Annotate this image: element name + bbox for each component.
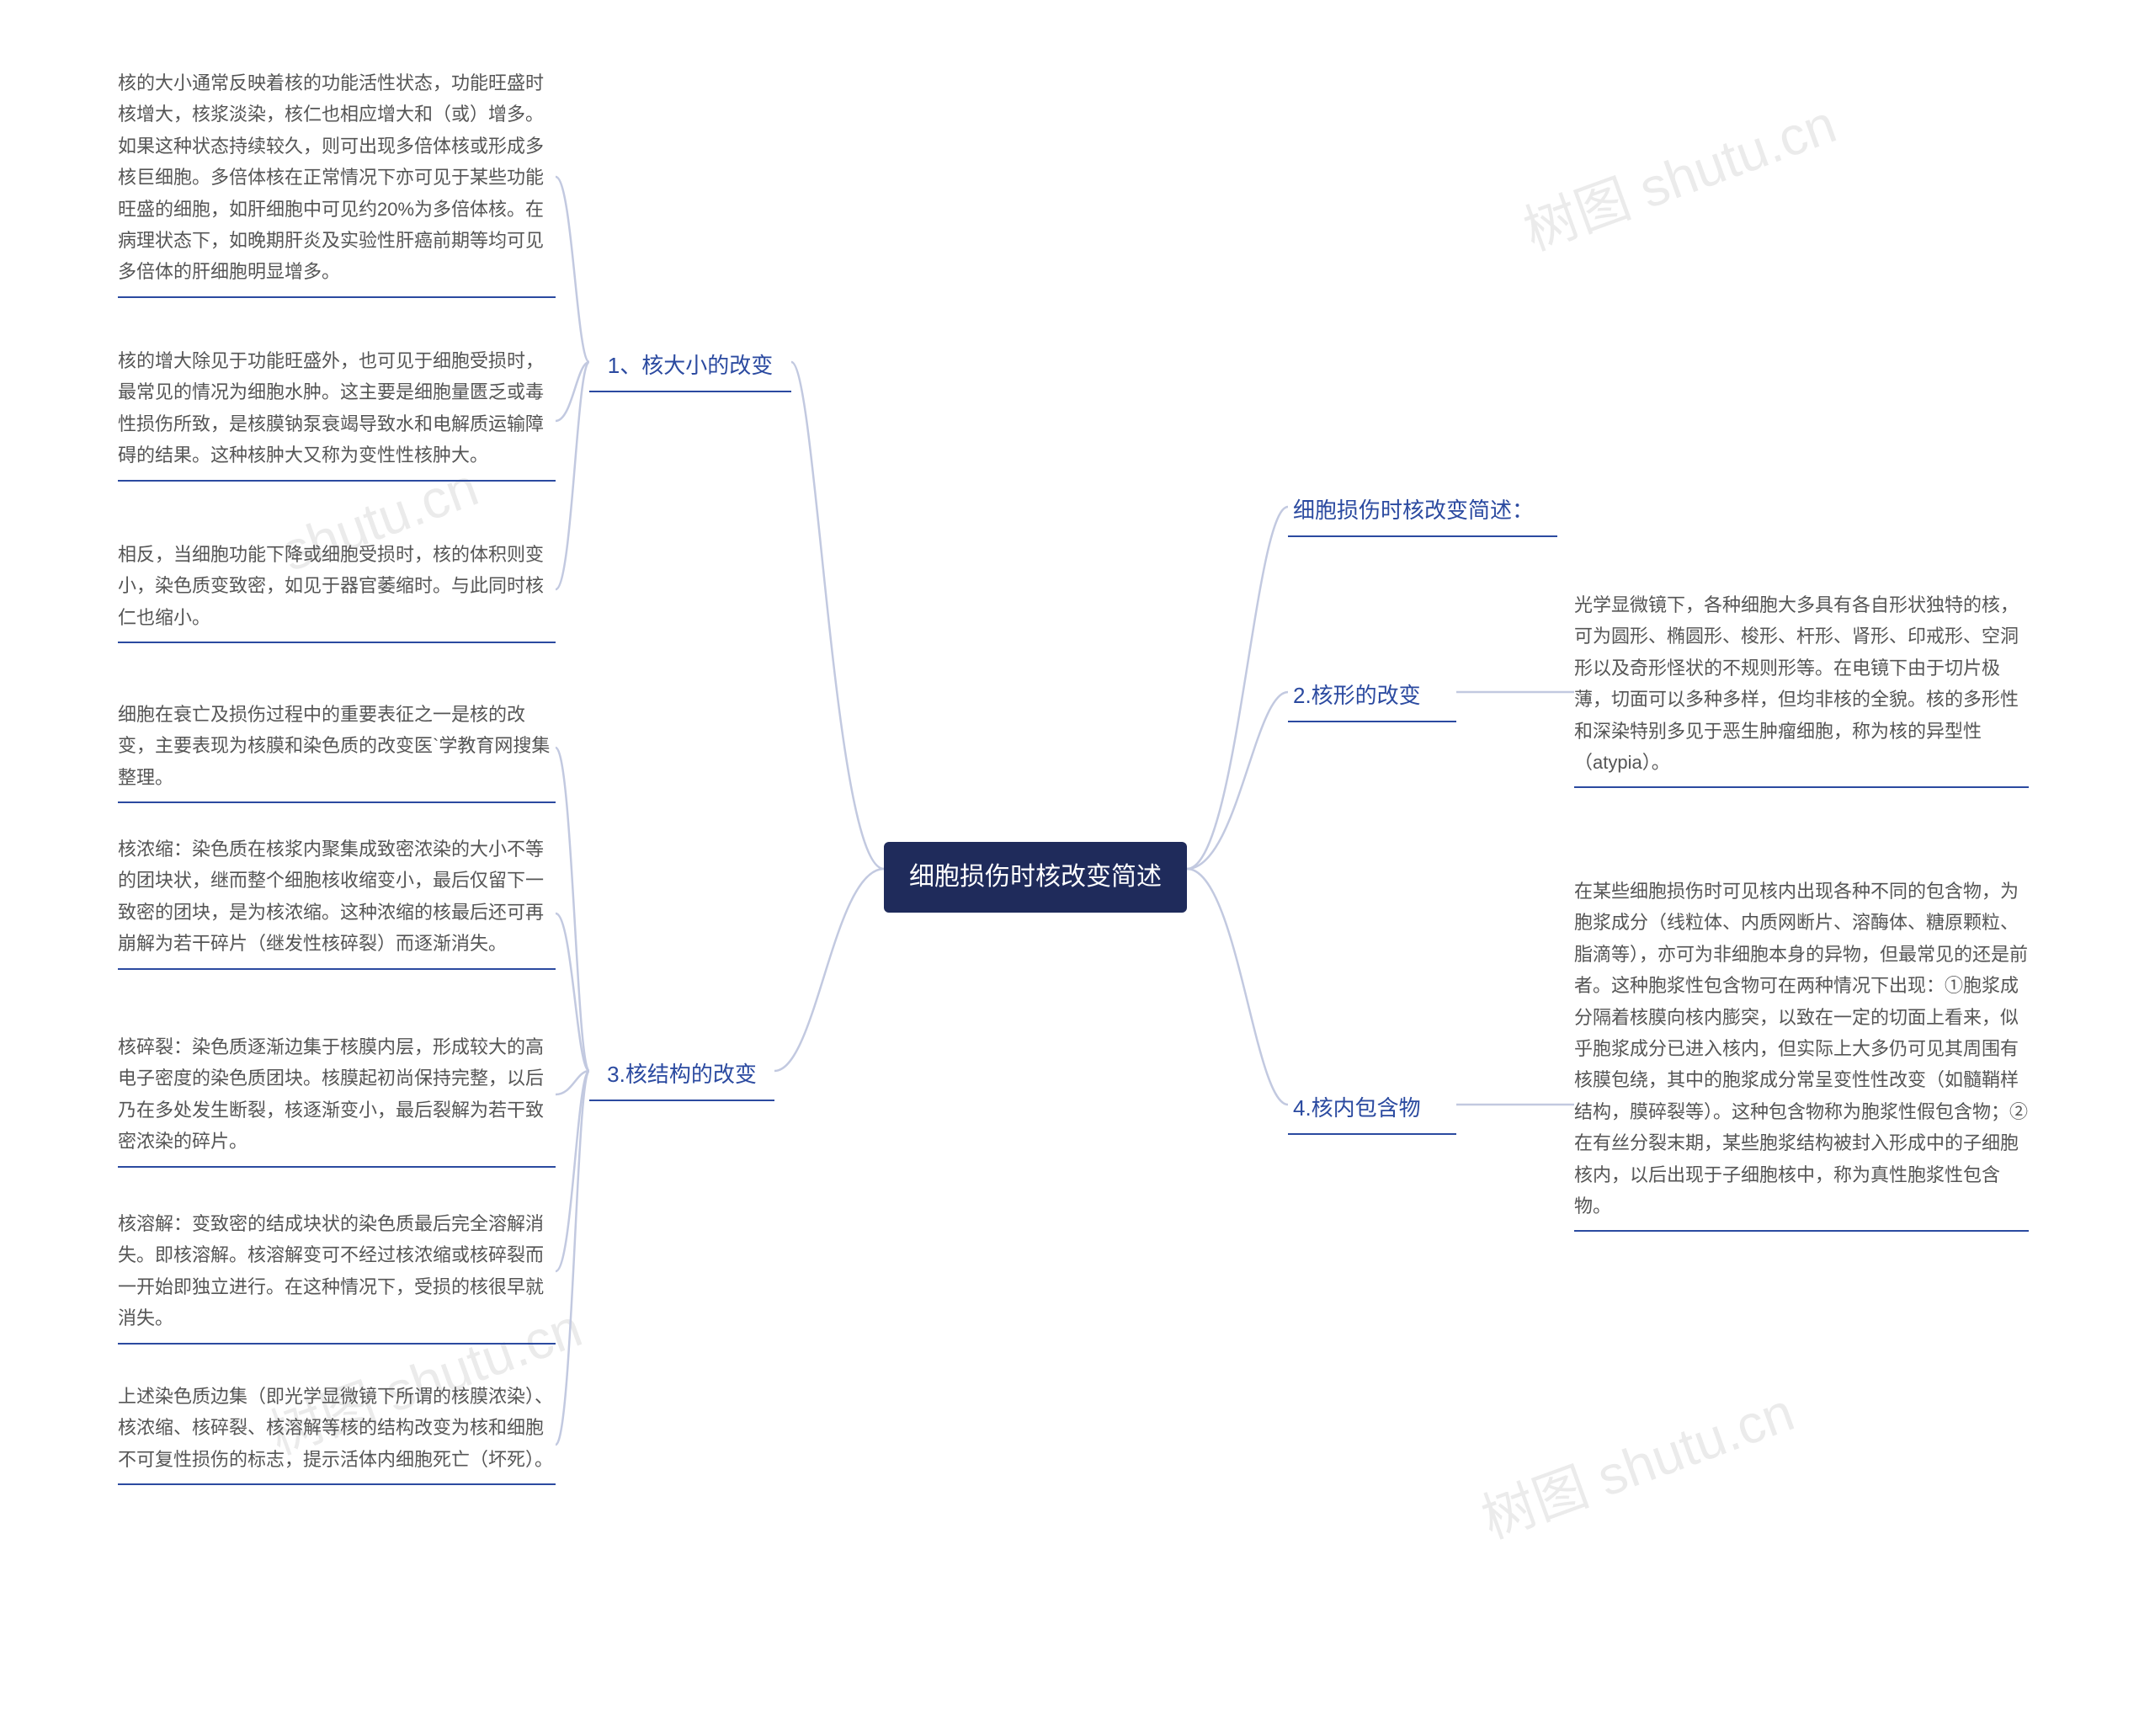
leaf-b3-4: 上述染色质边集（即光学显微镜下所谓的核膜浓染）、核浓缩、核碎裂、核溶解等核的结构… [118, 1381, 556, 1485]
leaf-b3-2: 核碎裂：染色质逐渐边集于核膜内层，形成较大的高电子密度的染色质团块。核膜起初尚保… [118, 1031, 556, 1168]
leaf-b1-0: 核的大小通常反映着核的功能活性状态，功能旺盛时核增大，核浆淡染，核仁也相应增大和… [118, 67, 556, 298]
leaf-b2-0: 光学显微镜下，各种细胞大多具有各自形状独特的核，可为圆形、椭圆形、梭形、杆形、肾… [1574, 589, 2029, 788]
watermark: 树图 shutu.cn [1512, 81, 1845, 265]
branch-1: 1、核大小的改变 [589, 343, 791, 392]
leaf-b3-1: 核浓缩：染色质在核浆内聚集成致密浓染的大小不等的团块状，继而整个细胞核收缩变小，… [118, 833, 556, 970]
branch-4: 4.核内包含物 [1288, 1086, 1456, 1135]
leaf-b3-3: 核溶解：变致密的结成块状的染色质最后完全溶解消失。即核溶解。核溶解变可不经过核浓… [118, 1208, 556, 1345]
branch-3: 3.核结构的改变 [589, 1052, 774, 1101]
root-node: 细胞损伤时核改变简述 [884, 842, 1187, 913]
branch-intro: 细胞损伤时核改变简述： [1288, 488, 1557, 537]
leaf-b4-0: 在某些细胞损伤时可见核内出现各种不同的包含物，为胞浆成分（线粒体、内质网断片、溶… [1574, 876, 2029, 1232]
branch-2: 2.核形的改变 [1288, 674, 1456, 722]
leaf-b1-1: 核的增大除见于功能旺盛外，也可见于细胞受损时，最常见的情况为细胞水肿。这主要是细… [118, 345, 556, 482]
leaf-b1-2: 相反，当细胞功能下降或细胞受损时，核的体积则变小，染色质变致密，如见于器官萎缩时… [118, 539, 556, 643]
leaf-b3-0: 细胞在衰亡及损伤过程中的重要表征之一是核的改变，主要表现为核膜和染色质的改变医`… [118, 699, 556, 803]
watermark: 树图 shutu.cn [1470, 1369, 1803, 1553]
